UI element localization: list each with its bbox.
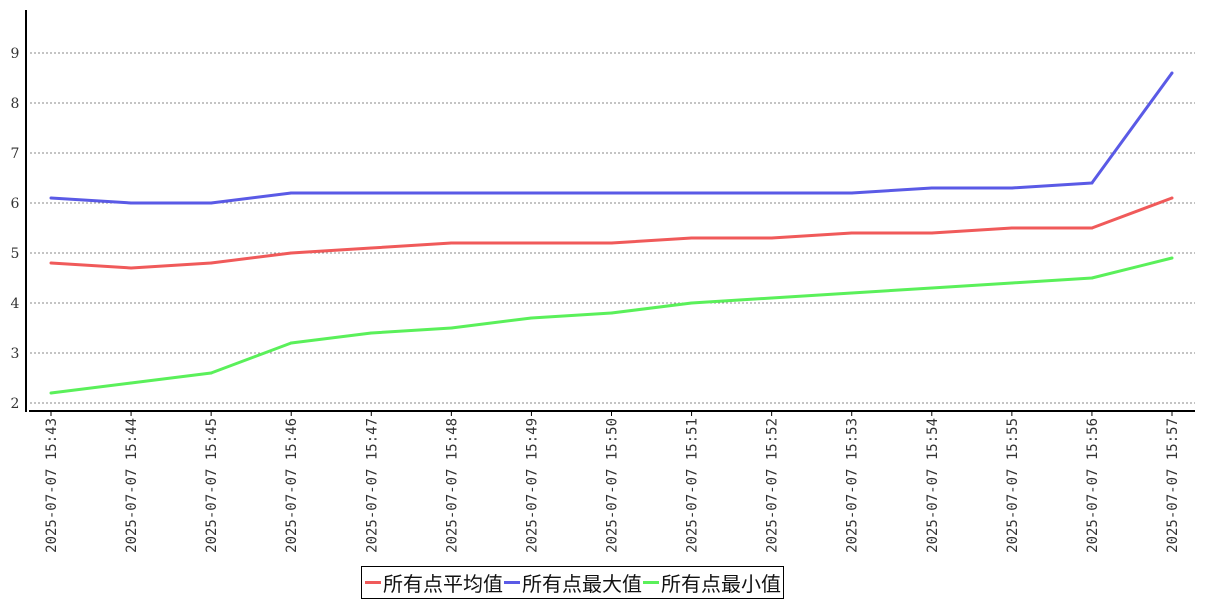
x-tick-label: 2025-07-07 15:47	[364, 418, 380, 553]
y-tick-label: 3	[11, 346, 20, 362]
y-tick-label: 7	[11, 146, 20, 162]
data-point	[610, 191, 613, 195]
data-point	[1010, 226, 1014, 230]
legend-item-average: 所有点平均值	[364, 568, 503, 597]
series-line-0	[50, 196, 1173, 270]
x-tick-label: 2025-07-07 15:48	[444, 418, 460, 553]
data-point	[369, 191, 373, 195]
data-point	[930, 286, 934, 290]
legend: 所有点平均值 所有点最大值 所有点最小值	[361, 566, 784, 599]
data-point	[129, 201, 133, 205]
data-point	[49, 391, 53, 395]
x-tick-label: 2025-07-07 15:55	[1005, 418, 1021, 553]
data-point	[289, 251, 293, 255]
legend-label-average: 所有点平均值	[383, 572, 503, 596]
x-tick-label: 2025-07-07 15:43	[44, 418, 60, 553]
data-point	[1090, 181, 1094, 185]
data-point	[1170, 256, 1174, 260]
x-tick-label: 2025-07-07 15:51	[685, 418, 701, 553]
data-point	[1010, 281, 1014, 285]
data-point	[690, 236, 694, 240]
data-point	[209, 371, 213, 375]
legend-item-max: 所有点最大值	[503, 568, 642, 597]
data-point	[690, 301, 694, 305]
x-tick-label: 2025-07-07 15:49	[524, 418, 540, 553]
y-tick-label: 6	[11, 196, 20, 212]
data-point	[369, 331, 373, 335]
legend-item-min: 所有点最小值	[642, 568, 781, 597]
x-tick-label: 2025-07-07 15:57	[1165, 418, 1181, 553]
y-tick-label: 5	[11, 246, 20, 262]
data-point	[930, 231, 934, 235]
data-point	[850, 291, 854, 295]
data-point	[930, 186, 934, 190]
legend-label-min: 所有点最小值	[661, 572, 781, 596]
data-point	[49, 261, 53, 265]
data-point	[1170, 71, 1174, 75]
legend-swatch-min	[643, 581, 659, 584]
data-point	[770, 296, 774, 300]
data-point	[690, 191, 694, 195]
x-tick-label: 2025-07-07 15:50	[605, 418, 621, 553]
data-point	[1090, 276, 1094, 280]
y-tick-label: 2	[11, 396, 20, 412]
data-point	[770, 236, 774, 240]
data-point	[529, 241, 533, 245]
data-point	[209, 261, 213, 265]
data-point	[850, 231, 854, 235]
data-point	[289, 191, 293, 195]
x-tick-label: 2025-07-07 15:56	[1085, 418, 1101, 553]
data-point	[209, 201, 213, 205]
legend-swatch-max	[504, 581, 520, 584]
legend-swatch-average	[365, 581, 381, 584]
x-tick-label: 2025-07-07 15:46	[284, 418, 300, 553]
data-point	[1170, 196, 1174, 200]
y-tick-label: 4	[11, 296, 20, 312]
y-tick-label: 9	[11, 46, 20, 62]
data-point	[449, 326, 453, 330]
data-point	[449, 191, 453, 195]
x-tick-label: 2025-07-07 15:54	[925, 418, 941, 553]
series-line-1	[50, 72, 1174, 205]
data-point	[610, 241, 613, 245]
data-point	[449, 241, 453, 245]
data-point	[129, 266, 133, 270]
y-tick-label: 8	[11, 96, 20, 112]
data-point	[770, 191, 774, 195]
data-point	[129, 381, 133, 385]
data-point	[850, 191, 854, 195]
data-point	[610, 311, 613, 315]
data-point	[289, 341, 293, 345]
data-point	[49, 196, 53, 200]
x-tick-label: 2025-07-07 15:52	[765, 418, 781, 553]
data-point	[529, 316, 533, 320]
data-point	[529, 191, 533, 195]
data-point	[1090, 226, 1094, 230]
x-tick-label: 2025-07-07 15:53	[845, 418, 861, 553]
x-tick-label: 2025-07-07 15:44	[124, 418, 140, 553]
series-line-2	[50, 256, 1173, 395]
legend-label-max: 所有点最大值	[522, 572, 642, 596]
data-point	[1010, 186, 1014, 190]
x-tick-label: 2025-07-07 15:45	[204, 418, 220, 553]
data-point	[369, 246, 373, 250]
